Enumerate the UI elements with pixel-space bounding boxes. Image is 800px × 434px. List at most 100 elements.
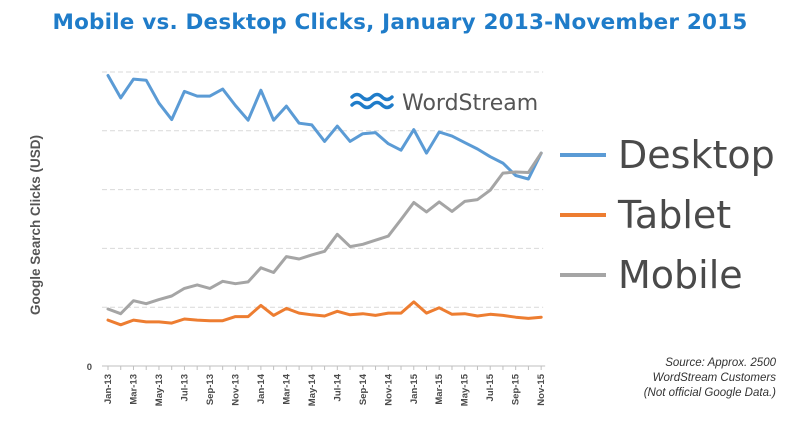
mobile-data-point (400, 218, 402, 220)
desktop-data-point (107, 74, 109, 76)
mobile-data-point (183, 287, 185, 289)
tablet-data-point (438, 307, 440, 309)
tablet-data-point (145, 321, 147, 323)
tablet-data-point (489, 313, 491, 315)
tablet-data-point (451, 313, 453, 315)
tablet-data-point (183, 318, 185, 320)
mobile-data-point (464, 200, 466, 202)
mobile-data-point (349, 245, 351, 247)
desktop-legend-label: Desktop (618, 133, 775, 177)
desktop-data-point (362, 133, 364, 135)
desktop-data-point (171, 118, 173, 120)
x-tick-label: Sep-13 (205, 374, 216, 405)
mobile-data-point (451, 210, 453, 212)
mobile-legend-label: Mobile (618, 253, 743, 297)
x-tick-label: Sep-15 (511, 373, 522, 405)
x-tick-label: Jul-13 (179, 374, 190, 401)
mobile-data-point (209, 287, 211, 289)
desktop-data-point (260, 89, 262, 91)
tablet-data-point (400, 312, 402, 314)
desktop-data-point (221, 88, 223, 90)
mobile-data-point (234, 282, 236, 284)
desktop-data-point (132, 78, 134, 80)
tablet-data-point (107, 319, 109, 321)
tablet-data-point (298, 312, 300, 314)
desktop-data-point (311, 124, 313, 126)
tablet-data-point (272, 314, 274, 316)
desktop-data-point (502, 162, 504, 164)
tablet-data-point (387, 312, 389, 314)
mobile-data-point (323, 250, 325, 252)
mobile-data-point (540, 152, 542, 154)
desktop-data-point (285, 105, 287, 107)
tablet-data-point (514, 316, 516, 318)
desktop-data-point (387, 143, 389, 145)
wordstream-logo-wave-icon (350, 92, 394, 102)
wordstream-logo-text: WordStream (402, 91, 538, 116)
tablet-data-point (247, 315, 249, 317)
desktop-data-point (183, 90, 185, 92)
desktop-data-point (196, 95, 198, 97)
tablet-data-point (221, 320, 223, 322)
desktop-data-point (374, 131, 376, 133)
tablet-data-point (502, 314, 504, 316)
tablet-data-point (323, 315, 325, 317)
desktop-data-point (464, 141, 466, 143)
tablet-data-point (464, 312, 466, 314)
mobile-data-point (374, 239, 376, 241)
mobile-data-point (336, 233, 338, 235)
source-note-line: WordStream Customers (653, 372, 777, 384)
tablet-data-point (476, 315, 478, 317)
tablet-data-point (311, 314, 313, 316)
mobile-series-line (106, 151, 543, 316)
tablet-data-point (120, 324, 122, 326)
mobile-data-point (145, 302, 147, 304)
mobile-data-point (298, 258, 300, 260)
x-tick-label: Jul-14 (332, 373, 343, 401)
mobile-data-point (514, 171, 516, 173)
x-tick-label: Jan-13 (103, 374, 114, 404)
tablet-data-point (260, 304, 262, 306)
tablet-data-point (540, 316, 542, 318)
tablet-data-point (336, 310, 338, 312)
y-axis-title: Google Search Clicks (USD) (28, 135, 43, 315)
mobile-data-point (502, 172, 504, 174)
x-tick-label: Mar-13 (128, 374, 139, 405)
desktop-data-point (145, 79, 147, 81)
mobile-data-point (158, 298, 160, 300)
mobile-data-point (311, 254, 313, 256)
mobile-data-point (260, 267, 262, 269)
tablet-data-point (374, 314, 376, 316)
x-tick-label: Nov-15 (536, 373, 547, 405)
mobile-data-point (221, 280, 223, 282)
desktop-data-point (400, 149, 402, 151)
tablet-legend-label: Tablet (617, 193, 731, 237)
tablet-data-point (234, 315, 236, 317)
desktop-data-point (120, 97, 122, 99)
x-tick-label: May-14 (307, 373, 318, 406)
mobile-data-point (247, 281, 249, 283)
mobile-data-point (120, 312, 122, 314)
tablet-data-point (349, 314, 351, 316)
desktop-series-line (106, 74, 543, 181)
desktop-data-point (476, 148, 478, 150)
desktop-data-point (349, 140, 351, 142)
tablet-data-point (209, 320, 211, 322)
desktop-data-point (527, 178, 529, 180)
mobile-data-point (438, 201, 440, 203)
desktop-data-point (298, 122, 300, 124)
x-tick-label: Jul-15 (485, 373, 496, 401)
tablet-data-point (425, 312, 427, 314)
tablet-data-point (362, 312, 364, 314)
tablet-data-point (158, 321, 160, 323)
desktop-data-point (451, 135, 453, 137)
tablet-data-point (413, 301, 415, 303)
tablet-data-point (527, 317, 529, 319)
mobile-data-point (476, 198, 478, 200)
x-tick-label: Sep-14 (358, 373, 369, 405)
x-tick-label: Mar-14 (281, 373, 292, 404)
desktop-data-point (514, 174, 516, 176)
x-tick-label: Jan-14 (256, 373, 267, 404)
